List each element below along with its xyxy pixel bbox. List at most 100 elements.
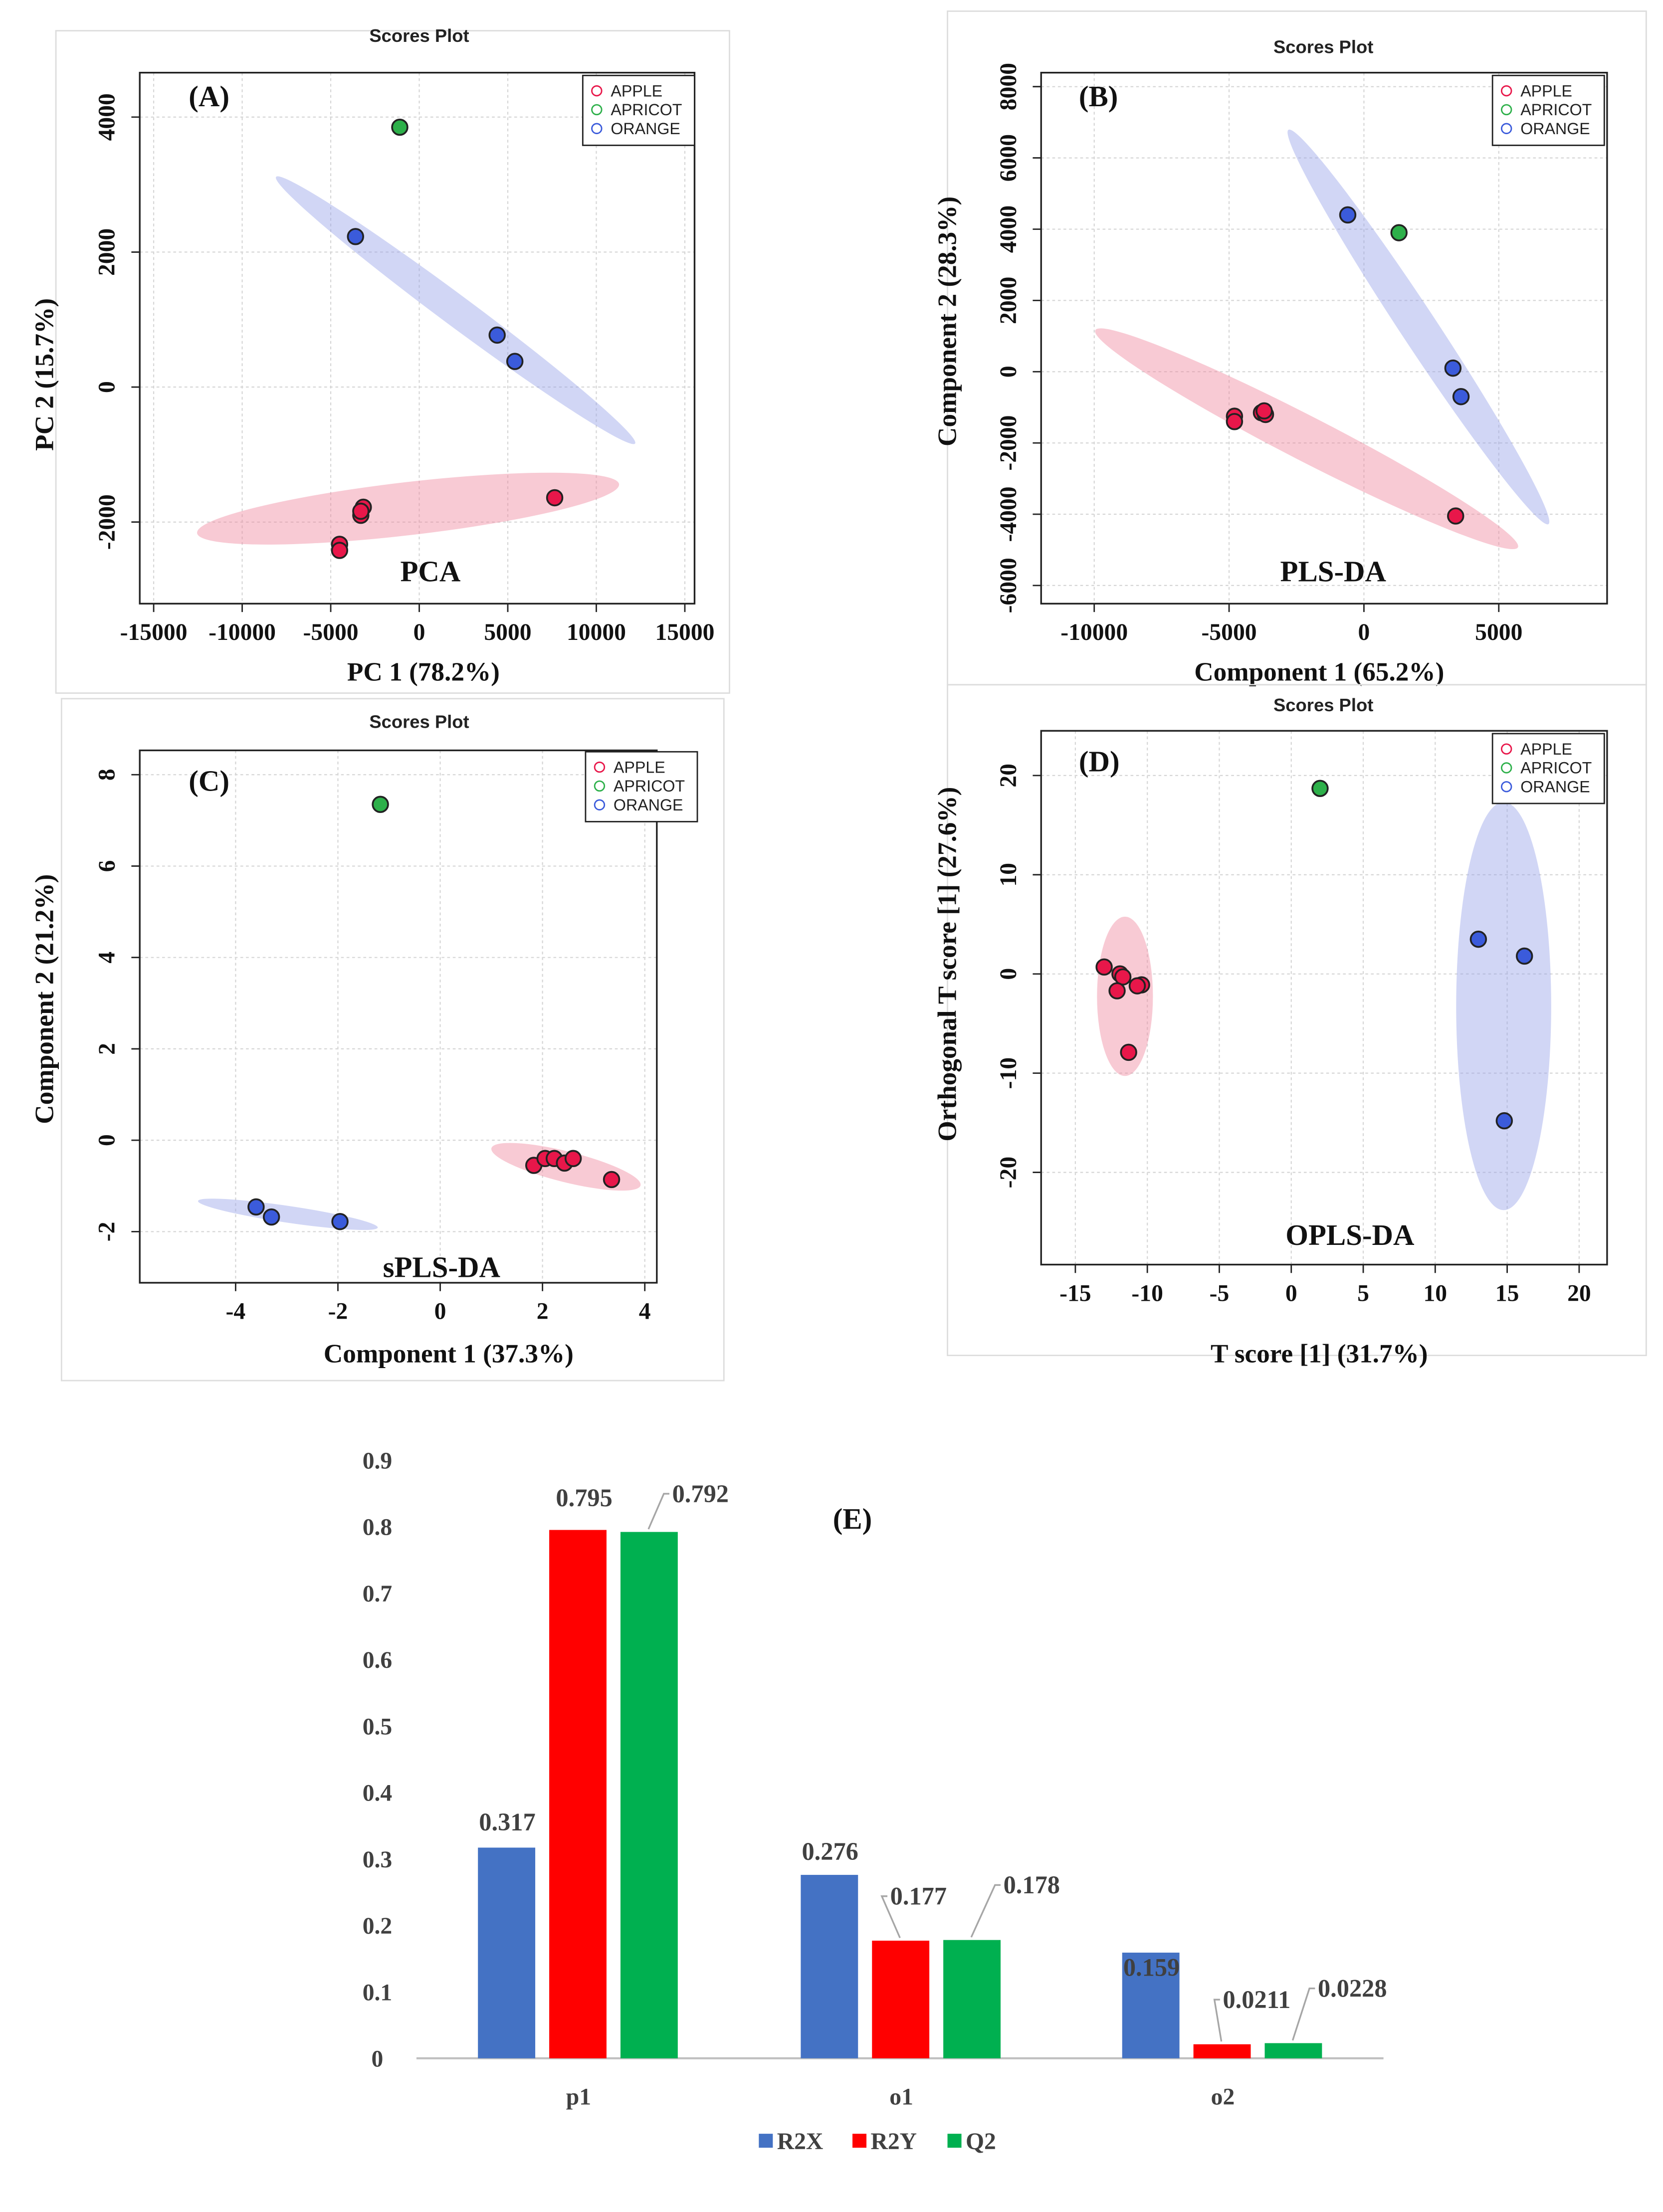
x-tick-label: 2 [537, 1299, 549, 1325]
data-point-orange [1495, 1112, 1513, 1130]
y-axis-label: Component 2 (28.3%) [932, 197, 962, 446]
x-tick-label: 5 [1357, 1280, 1369, 1306]
bar-r2x-p1 [478, 1847, 536, 2058]
data-point-apple [1447, 507, 1464, 525]
x-tick-label: -5 [1210, 1280, 1230, 1306]
y-tick-label: 2 [94, 1043, 120, 1055]
y-tick-label: 0.2 [363, 1913, 393, 1939]
legend-label-q2: Q2 [966, 2129, 996, 2155]
method-label: PLS-DA [1280, 555, 1387, 588]
y-tick-label: 20 [996, 764, 1022, 788]
y-tick-label: -20 [996, 1157, 1022, 1188]
x-axis-label: Component 1 (37.3%) [324, 1339, 574, 1369]
plot-title: Scores Plot [369, 712, 469, 732]
legend-box [585, 751, 698, 822]
legend-label-apricot: APRICOT [614, 777, 685, 795]
y-tick-label: 4000 [996, 205, 1022, 253]
data-label: 0.792 [672, 1480, 729, 1508]
legend-swatch-r2x [759, 2134, 773, 2148]
bar-r2y-p1 [549, 1530, 607, 2058]
confidence-ellipse [1287, 129, 1550, 525]
data-label: 0.178 [1004, 1871, 1060, 1899]
data-point-apple [564, 1150, 582, 1168]
x-axis-label: Component 1 (65.2%) [1194, 657, 1444, 686]
data-point-apple [1120, 1043, 1137, 1061]
plot-area [139, 749, 658, 1284]
legend-label-r2y: R2Y [870, 2129, 917, 2155]
panel-label: (A) [189, 80, 229, 113]
legend-label-orange: ORANGE [1520, 120, 1590, 138]
y-tick-label: 0 [996, 366, 1022, 378]
y-tick-label: 10 [996, 863, 1022, 887]
confidence-ellipse [1456, 802, 1551, 1210]
legend-marker-apple [1500, 85, 1512, 97]
panel-label: (B) [1079, 80, 1118, 113]
y-tick-label: 0.3 [363, 1847, 393, 1873]
x-tick-label: 5000 [1475, 619, 1522, 645]
y-tick-label: 6000 [996, 134, 1022, 182]
method-label: OPLS-DA [1285, 1219, 1415, 1251]
x-tick-label: p1 [566, 2084, 591, 2110]
panel-label: (E) [833, 1503, 872, 1535]
x-tick-label: o2 [1211, 2084, 1235, 2110]
data-point-apple [331, 542, 349, 559]
legend-label-apricot: APRICOT [1520, 759, 1592, 777]
confidence-ellipse [198, 1199, 378, 1230]
legend-label-apricot: APRICOT [611, 101, 682, 119]
panel-label: (D) [1079, 746, 1120, 778]
data-point-orange [1469, 930, 1487, 948]
bar-q2-p1 [620, 1532, 678, 2058]
method-label: sPLS-DA [383, 1251, 501, 1284]
y-tick-label: -6000 [996, 558, 1022, 613]
data-point-apple [1108, 982, 1126, 1000]
x-tick-label: -10000 [1060, 619, 1128, 645]
x-tick-label: o1 [889, 2084, 913, 2110]
x-tick-label: 15000 [655, 619, 714, 645]
x-tick-label: -4 [226, 1299, 246, 1325]
x-tick-label: -5000 [303, 619, 358, 645]
leader-line [1213, 1999, 1223, 2042]
legend-marker-apple [1500, 743, 1512, 755]
plot-title: Scores Plot [1273, 695, 1373, 715]
data-label: 0.317 [479, 1808, 535, 1836]
legend-label-apple: APPLE [614, 758, 665, 776]
y-tick-label: 0 [996, 968, 1022, 980]
bar-r2y-o2 [1193, 2044, 1251, 2058]
data-label: 0.177 [890, 1882, 947, 1910]
x-axis-label: PC 1 (78.2%) [347, 657, 500, 686]
y-tick-label: -4000 [996, 486, 1022, 542]
legend-marker-apple [591, 85, 603, 97]
data-point-apricot [1311, 780, 1329, 798]
legend-label-orange: ORANGE [1520, 778, 1590, 796]
bar-chart-e: 0 0.1 0.2 0.3 0.4 0.5 0.6 0.7 0.8 0.9 (E) p1 0.317 0.… [363, 1448, 1387, 2155]
y-tick-label: 4000 [94, 93, 120, 141]
data-point-apple [603, 1171, 621, 1189]
y-tick-label: 0.7 [363, 1581, 393, 1607]
data-point-apple [352, 502, 370, 520]
data-point-apple [1226, 413, 1244, 430]
x-tick-label: 0 [434, 1299, 446, 1325]
x-tick-label: 5000 [484, 619, 531, 645]
x-tick-label: 10 [1424, 1280, 1448, 1306]
confidence-ellipse [1097, 916, 1153, 1076]
data-point-apple [1255, 402, 1273, 420]
data-label: 0.0228 [1318, 1975, 1387, 2003]
legend-marker-apricot [1500, 104, 1512, 116]
y-tick-label: 0.6 [363, 1647, 393, 1673]
data-label: 0.159 [1123, 1954, 1180, 1982]
y-tick-label: 4 [94, 952, 120, 964]
bar-q2-o2 [1264, 2043, 1322, 2058]
plot-area [139, 72, 696, 604]
x-tick-label: 4 [639, 1299, 651, 1325]
y-tick-label: 8 [94, 769, 120, 781]
y-tick-label: 0 [94, 1134, 120, 1146]
legend-marker-apple [594, 761, 606, 773]
legend-swatch-q2 [947, 2134, 962, 2148]
data-point-orange [262, 1208, 280, 1226]
legend-label-apple: APPLE [1520, 740, 1572, 758]
legend-marker-apricot [594, 780, 606, 792]
y-tick-label: 0.8 [363, 1515, 393, 1541]
y-tick-label: -2 [94, 1222, 120, 1242]
